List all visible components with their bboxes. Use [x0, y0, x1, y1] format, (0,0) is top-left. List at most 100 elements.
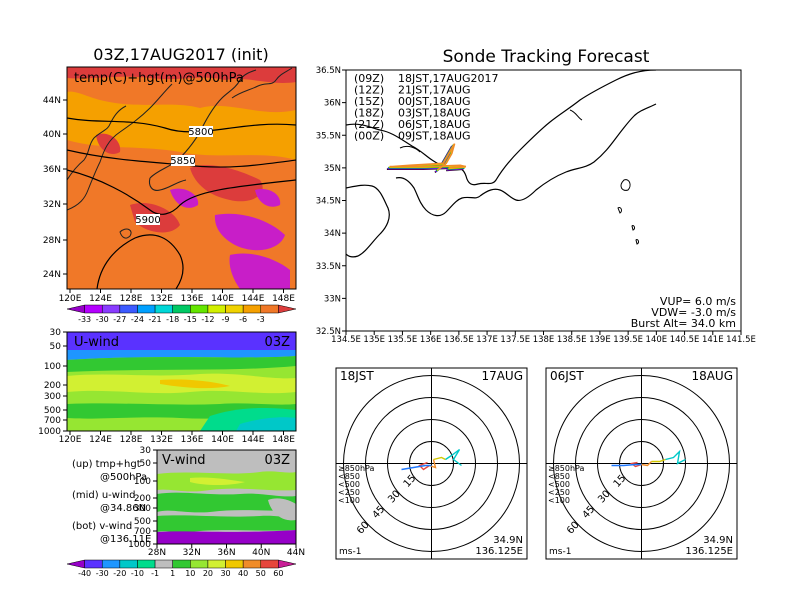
track-legend-time: 06JST,18AUG	[398, 118, 471, 131]
v-wind-field	[157, 450, 296, 544]
wind-colorbar-tick: -10	[131, 569, 144, 578]
upper-lon-tick: 128E	[120, 294, 143, 304]
track-lon-tick: 136.5E	[444, 335, 474, 345]
upper-lat-tick: 44N	[43, 96, 61, 106]
hodograph-trace	[641, 461, 652, 467]
track-lon-tick: 138E	[533, 335, 555, 345]
note-sub: @500hPa	[100, 472, 147, 483]
colorbar-tick: -6	[239, 315, 247, 324]
hodograph-date: 18AUG	[691, 369, 733, 383]
track-legend-time: 21JST,17AUG	[398, 84, 471, 97]
upper-lon-tick: 132E	[150, 294, 173, 304]
wind-colorbar-swatch	[137, 559, 156, 569]
wind-colorbar-tick: -1	[151, 569, 159, 578]
u-lon-tick: 136E	[181, 435, 204, 445]
upper-lat-tick: 24N	[43, 270, 61, 280]
hodograph-level-label: <250	[338, 488, 360, 497]
u-pressure-tick: 500	[44, 406, 61, 416]
hodograph-trace	[665, 449, 686, 465]
v-pressure-tick: 100	[134, 477, 151, 487]
track-map-panel: 36.5N 36N 35.5N 35N 34.5N 34N 33.5N 33N 32.5N 13…	[316, 66, 756, 345]
wind-colorbar-tick: 30	[220, 569, 230, 578]
v-lat-tick: 36N	[217, 548, 235, 558]
v-lat-tick: 28N	[148, 548, 166, 558]
hodograph-level-label: <850	[548, 472, 570, 481]
track-legend-code: (09Z)	[354, 72, 384, 85]
track-lon-tick: 141E	[702, 335, 724, 345]
wind-colorbar-swatch	[154, 559, 173, 569]
hodograph-level-label: <500	[338, 480, 360, 489]
colorbar-swatch	[242, 304, 262, 314]
wind-colorbar: -40 -30 -20 -10 -1 1 10 20 30 40 50 60	[66, 559, 297, 578]
colorbar-tick: -3	[257, 315, 265, 324]
track-legend: (09Z) 18JST,17AUG2017 (12Z) 21JST,17AUG (15Z…	[354, 72, 499, 143]
colorbar-tick: -27	[113, 315, 126, 324]
upper-lon-tick: 120E	[59, 294, 82, 304]
v-wind-time: 03Z	[265, 453, 291, 468]
upper-lon-tick: 140E	[211, 294, 234, 304]
colorbar-tick: -24	[131, 315, 144, 324]
track-legend-time: 00JST,18AUG	[398, 95, 471, 108]
wind-colorbar-swatch	[225, 559, 244, 569]
hodograph-trace	[651, 458, 666, 463]
track-lon-tick: 135E	[363, 335, 385, 345]
track-legend-time: 18JST,17AUG2017	[398, 72, 499, 85]
track-lon-tick: 135.5E	[388, 335, 418, 345]
note-line: (mid) u-wind	[72, 490, 135, 501]
note-sub: @136.11E	[100, 534, 151, 545]
track-lat-tick: 35N	[324, 164, 341, 174]
coastline	[346, 70, 657, 258]
u-lon-tick: 124E	[89, 435, 112, 445]
temperature-colorbar: -33 -30 -27 -24 -21 -18 -15 -12 -9 -6 -3	[66, 304, 297, 324]
upper-lon-tick: 144E	[242, 294, 265, 304]
colorbar-swatch	[84, 304, 103, 314]
u-wind-time: 03Z	[265, 335, 291, 350]
hodograph-time: 06JST	[550, 369, 584, 383]
v-pressure-tick: 30	[140, 446, 152, 456]
hodograph-time: 18JST	[340, 369, 374, 383]
wind-colorbar-tick: 50	[256, 569, 266, 578]
temperature-field	[67, 67, 296, 289]
param-vup: VUP= 6.0 m/s	[660, 295, 736, 308]
v-pressure-tick: 500	[134, 517, 151, 527]
wind-colorbar-tick: -20	[113, 569, 126, 578]
hodograph-lon: 136.125E	[685, 546, 733, 557]
track-legend-code: (18Z)	[354, 107, 384, 120]
colorbar-swatch	[190, 304, 209, 314]
hodograph-date: 17AUG	[481, 369, 523, 383]
u-wind-label: U-wind	[74, 335, 119, 350]
track-lat-tick: 36N	[324, 99, 341, 109]
hodograph-level-label: <850	[338, 472, 360, 481]
wind-colorbar-tick: -30	[96, 569, 109, 578]
u-lon-tick: 128E	[120, 435, 143, 445]
wind-colorbar-tick: -40	[78, 569, 91, 578]
v-pressure-tick: 700	[134, 527, 151, 537]
note-sub: @34.86N	[100, 503, 146, 514]
hodograph-level-label: <100	[548, 496, 570, 505]
wind-colorbar-swatch	[260, 559, 279, 569]
colorbar-swatch	[278, 304, 297, 314]
upper-lon-tick: 136E	[181, 294, 204, 304]
colorbar-tick: -12	[201, 315, 214, 324]
v-wind-label: V-wind	[162, 453, 206, 468]
wind-colorbar-tick: 1	[170, 569, 175, 578]
note-line: (bot) v-wind	[72, 521, 132, 532]
contour-label-5850: 5850	[170, 156, 195, 167]
v-lat-tick: 40N	[252, 548, 270, 558]
colorbar-swatch	[172, 304, 191, 314]
v-lat-tick: 44N	[287, 548, 305, 558]
track-lon-tick: 139.5E	[613, 335, 643, 345]
u-wind-field	[67, 332, 296, 431]
sonde-tracks	[386, 143, 467, 174]
right-title: Sonde Tracking Forecast	[443, 47, 650, 67]
v-pressure-tick: 200	[134, 494, 151, 504]
track-lat-tick: 34N	[324, 229, 341, 239]
colorbar-tick: -18	[166, 315, 179, 324]
u-lon-tick: 132E	[150, 435, 173, 445]
colorbar-tick: -21	[149, 315, 162, 324]
colorbar-swatch	[154, 304, 173, 314]
u-pressure-tick: 700	[44, 416, 61, 426]
track-lon-tick: 134.5E	[331, 335, 361, 345]
